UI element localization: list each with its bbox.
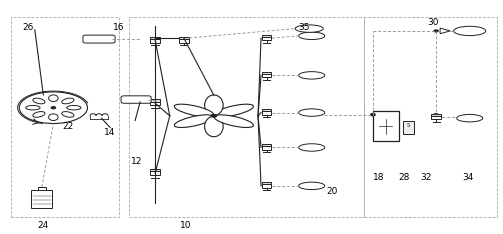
Bar [364, 17, 497, 217]
Circle shape [434, 30, 438, 32]
Bar [262, 35, 271, 37]
Bar [432, 116, 441, 119]
Ellipse shape [175, 115, 214, 128]
Bar [150, 99, 160, 102]
Ellipse shape [62, 98, 74, 104]
Ellipse shape [205, 116, 223, 137]
Text: 32: 32 [421, 173, 432, 182]
Circle shape [371, 114, 375, 116]
Ellipse shape [33, 98, 45, 104]
Text: 20: 20 [326, 187, 338, 196]
Bar [150, 171, 160, 175]
Text: 34: 34 [463, 173, 474, 182]
Ellipse shape [26, 106, 40, 110]
Text: 12: 12 [131, 157, 143, 166]
Bar [262, 184, 271, 188]
Ellipse shape [295, 25, 323, 32]
Bar [262, 37, 271, 40]
Ellipse shape [175, 104, 214, 117]
Bar [129, 17, 364, 217]
Circle shape [211, 115, 216, 117]
Text: 35: 35 [298, 23, 310, 32]
Ellipse shape [49, 114, 58, 121]
Ellipse shape [299, 144, 325, 151]
Bar [262, 183, 271, 184]
FancyBboxPatch shape [121, 96, 151, 103]
Ellipse shape [67, 106, 81, 110]
Text: 10: 10 [180, 221, 191, 230]
Ellipse shape [457, 114, 483, 122]
Ellipse shape [33, 112, 45, 117]
Bar [150, 169, 160, 171]
FancyBboxPatch shape [83, 35, 115, 43]
Bar [179, 37, 189, 39]
Circle shape [51, 107, 55, 109]
Bar [262, 74, 271, 77]
Text: 14: 14 [104, 128, 116, 137]
Ellipse shape [299, 109, 325, 116]
Ellipse shape [62, 112, 74, 117]
Bar [31, 190, 52, 208]
Circle shape [19, 92, 88, 124]
Bar [432, 114, 441, 116]
Text: 26: 26 [23, 23, 34, 32]
Bar [262, 72, 271, 74]
Bar [262, 144, 271, 146]
Ellipse shape [214, 115, 254, 128]
Bar [150, 37, 160, 39]
Ellipse shape [205, 95, 223, 115]
Bar [262, 146, 271, 150]
Bar [11, 17, 119, 217]
Text: 30: 30 [428, 18, 439, 27]
Ellipse shape [49, 95, 58, 102]
Bar [262, 109, 271, 111]
Bar [179, 39, 189, 43]
Ellipse shape [299, 32, 325, 40]
Bar [262, 111, 271, 115]
Ellipse shape [214, 104, 254, 117]
Text: 18: 18 [373, 173, 384, 182]
Text: S: S [407, 123, 410, 128]
Circle shape [434, 114, 438, 116]
Text: 16: 16 [113, 23, 124, 32]
Ellipse shape [299, 182, 325, 190]
Text: 22: 22 [63, 122, 74, 131]
Ellipse shape [454, 26, 486, 36]
Circle shape [371, 114, 375, 116]
Text: 28: 28 [399, 173, 410, 182]
Bar [38, 187, 46, 190]
Bar [373, 111, 399, 141]
Bar [150, 39, 160, 43]
Bar [150, 102, 160, 105]
Text: 24: 24 [38, 221, 49, 230]
Ellipse shape [299, 72, 325, 79]
Bar [403, 121, 414, 134]
